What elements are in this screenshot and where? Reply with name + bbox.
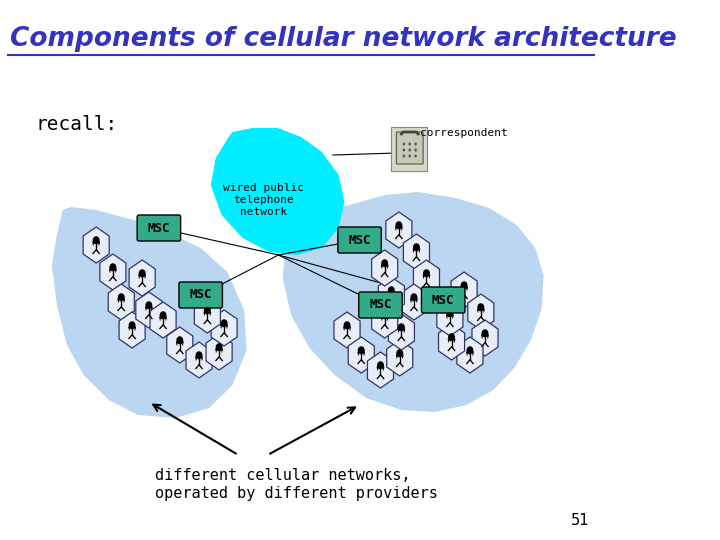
Circle shape [94,237,99,244]
Circle shape [462,282,467,288]
Circle shape [447,310,453,316]
Circle shape [467,347,473,354]
FancyBboxPatch shape [179,282,222,308]
Text: MSC: MSC [369,299,392,312]
Circle shape [402,148,405,152]
Circle shape [414,148,417,152]
Polygon shape [468,294,494,330]
Circle shape [359,347,364,354]
Polygon shape [129,260,156,296]
Text: different cellular networks,: different cellular networks, [155,468,410,483]
Circle shape [216,344,222,350]
Circle shape [161,312,166,319]
Circle shape [110,264,116,271]
Polygon shape [437,300,463,336]
Polygon shape [52,207,247,418]
Circle shape [478,304,484,310]
Polygon shape [167,327,193,363]
FancyBboxPatch shape [397,132,423,164]
Text: Components of cellular network architecture: Components of cellular network architect… [10,26,677,52]
Circle shape [482,330,487,336]
Polygon shape [150,302,176,338]
Text: correspondent: correspondent [420,128,508,138]
Polygon shape [386,212,412,248]
FancyBboxPatch shape [338,227,382,253]
Polygon shape [211,310,237,346]
Polygon shape [348,337,374,373]
Polygon shape [401,284,427,320]
Polygon shape [334,312,360,348]
Circle shape [382,312,387,319]
Circle shape [197,352,202,359]
Circle shape [411,294,417,301]
Circle shape [204,307,210,314]
Circle shape [408,148,411,152]
Circle shape [399,324,404,330]
Polygon shape [283,192,544,412]
Polygon shape [472,320,498,356]
Circle shape [344,322,350,328]
Polygon shape [194,297,220,333]
Circle shape [378,362,383,369]
FancyBboxPatch shape [390,127,427,171]
Text: MSC: MSC [348,233,371,246]
Polygon shape [119,312,145,348]
Polygon shape [457,337,483,373]
Circle shape [414,143,417,145]
Circle shape [423,270,429,276]
Circle shape [221,320,227,327]
Circle shape [119,294,124,301]
Polygon shape [83,227,109,263]
Polygon shape [211,128,345,255]
Text: MSC: MSC [189,288,212,301]
Polygon shape [372,302,397,338]
Circle shape [140,270,145,276]
Polygon shape [136,292,162,328]
Text: MSC: MSC [148,221,170,234]
FancyBboxPatch shape [359,292,402,318]
Polygon shape [378,277,405,313]
Polygon shape [108,284,135,320]
Text: MSC: MSC [432,294,454,307]
Polygon shape [387,340,413,376]
Circle shape [397,350,402,356]
FancyBboxPatch shape [137,215,181,241]
Circle shape [146,302,152,308]
Polygon shape [186,342,212,378]
Polygon shape [413,260,439,296]
Polygon shape [367,352,394,388]
FancyBboxPatch shape [421,287,465,313]
Circle shape [408,154,411,158]
Circle shape [402,154,405,158]
Circle shape [177,337,183,343]
Circle shape [414,244,419,251]
Polygon shape [372,250,397,286]
Circle shape [389,287,394,294]
Circle shape [130,322,135,328]
Text: wired public
telephone
network: wired public telephone network [223,184,304,217]
Circle shape [402,143,405,145]
Polygon shape [438,324,464,360]
Text: operated by different providers: operated by different providers [155,486,438,501]
Text: 51: 51 [571,513,590,528]
Polygon shape [206,334,232,370]
Polygon shape [100,254,126,290]
Text: recall:: recall: [35,115,117,134]
Circle shape [396,222,402,228]
Polygon shape [388,314,415,350]
Circle shape [382,260,387,267]
Polygon shape [451,272,477,308]
Polygon shape [403,234,429,270]
Circle shape [414,154,417,158]
Circle shape [408,143,411,145]
Circle shape [449,334,454,341]
